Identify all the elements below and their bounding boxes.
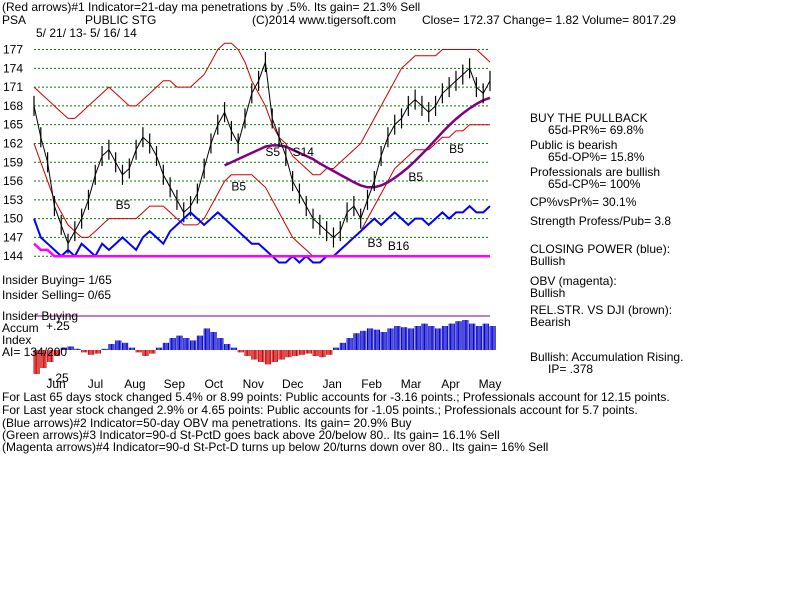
accumulation-histogram (34, 316, 495, 374)
y-tick-label: 144 (3, 249, 23, 263)
obv-value: Bullish (530, 287, 565, 300)
footer-line5: (Magenta arrows)#4 Indicator=90-d St-Pct… (2, 441, 548, 454)
cp-vs-pr: CP%vsPr%= 30.1% (530, 196, 636, 209)
lower-band (34, 125, 490, 257)
rel-value: Bearish (530, 316, 571, 329)
y-tick-label: 156 (3, 174, 23, 188)
ticker: PSA (2, 14, 26, 27)
annotation-label: B16 (388, 239, 410, 253)
annotation-label: S5 (265, 145, 280, 159)
month-label: Aug (124, 377, 145, 391)
y-tick-label: 147 (3, 230, 23, 244)
month-label: Dec (282, 377, 303, 391)
pr-pct: 65d-PR%= 69.8% (548, 124, 644, 137)
month-label: May (479, 377, 502, 391)
y-tick-label: 177 (3, 43, 23, 57)
y-tick-label: 162 (3, 136, 23, 150)
closing-power (34, 206, 490, 262)
date-range: 5/ 21/ 13- 5/ 16/ 14 (36, 27, 137, 40)
month-label: Feb (361, 377, 382, 391)
copyright: (C)2014 www.tigersoft.com (252, 14, 396, 27)
y-tick-label: 165 (3, 118, 23, 132)
annotation-label: B5 (408, 170, 423, 184)
header-stats: Close= 172.37 Change= 1.82 Volume= 8017.… (422, 14, 676, 27)
annotation-label: B3 (367, 236, 382, 250)
month-label: Nov (243, 377, 264, 391)
x-month-labels: Jun Jul Aug Sep Oct Nov Dec Jan Feb Mar Apr May (46, 377, 501, 391)
closing-power-line (34, 206, 490, 262)
minus-25: -.25 (48, 372, 69, 385)
y-tick-label: 168 (3, 99, 23, 113)
annotation-label: B5 (449, 142, 464, 156)
closing-power-value: Bullish (530, 255, 565, 268)
month-label: Oct (204, 377, 223, 391)
month-label: Jul (88, 377, 103, 391)
cp-pct: 65d-CP%= 100% (548, 178, 640, 191)
ai-value: AI= 134/200 (2, 346, 67, 359)
ip-value: IP= .378 (548, 363, 593, 376)
insider-buying: Insider Buying= 1/65 (2, 274, 112, 287)
month-label: Apr (441, 377, 460, 391)
lower-band-line (34, 125, 490, 257)
month-label: Sep (164, 377, 186, 391)
y-tick-label: 171 (3, 80, 23, 94)
month-label: Mar (401, 377, 422, 391)
y-tick-label: 150 (3, 212, 23, 226)
op-pct: 65d-OP%= 15.8% (548, 151, 644, 164)
plus-25: +.25 (46, 320, 70, 333)
y-tick-label: 174 (3, 61, 23, 75)
insider-selling: Insider Selling= 0/65 (2, 289, 111, 302)
annotation-label: B5 (231, 179, 246, 193)
y-tick-labels: 177 174 171 168 165 162 159 156 153 150 147 144 (3, 43, 23, 264)
y-tick-label: 153 (3, 193, 23, 207)
annotation-label: B5 (116, 198, 131, 212)
strength: Strength Profess/Pub= 3.8 (530, 215, 671, 228)
annotation-label: S14 (293, 145, 315, 159)
month-label: Jan (323, 377, 342, 391)
y-tick-label: 159 (3, 155, 23, 169)
